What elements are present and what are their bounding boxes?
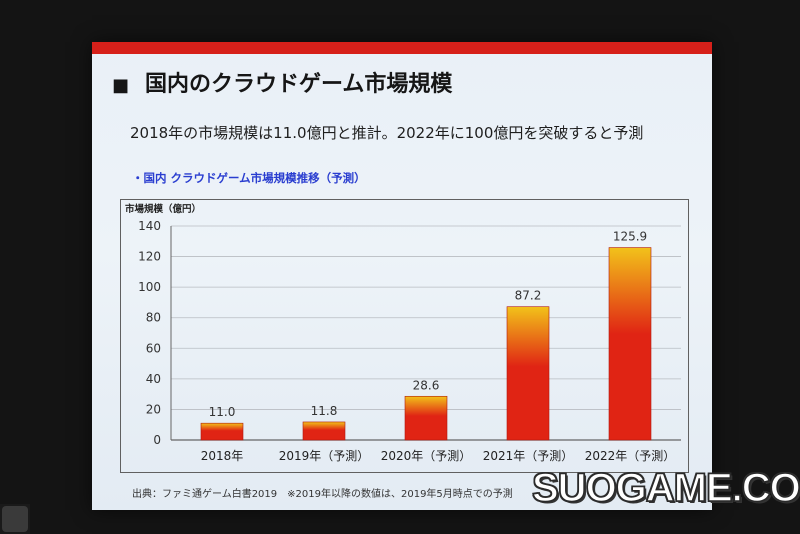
x-tick-label: 2018年 xyxy=(201,449,244,463)
x-tick-label: 2020年（予測） xyxy=(381,449,472,463)
x-tick-label: 2021年（予測） xyxy=(483,449,574,463)
y-tick-label: 40 xyxy=(146,372,161,386)
data-label: 11.0 xyxy=(209,405,236,419)
bar xyxy=(302,421,346,441)
footnote-note: ※2019年以降の数値は、2019年5月時点での予測 xyxy=(287,489,513,500)
bar xyxy=(506,306,550,441)
heading-bullet: ■ xyxy=(112,75,130,96)
y-tick-label: 20 xyxy=(146,402,161,416)
bar-chart: 市場規模（億円） 0 20 40 60 80 100 120 140 11.0 2018年 11.… xyxy=(125,203,681,463)
data-label: 11.8 xyxy=(311,404,338,418)
y-tick-label: 100 xyxy=(138,280,161,294)
famitsu-logo-icon xyxy=(2,506,28,532)
footnote-source: 出典：ファミ通ゲーム白書2019 xyxy=(132,489,278,500)
y-tick-label: 120 xyxy=(138,250,161,264)
y-tick-label: 0 xyxy=(153,433,161,447)
y-tick-label: 60 xyxy=(146,341,161,355)
bar xyxy=(608,247,652,441)
presentation-slide: ■ 国内のクラウドゲーム市場規模 2018年の市場規模は11.0億円と推計。202… xyxy=(92,42,712,510)
slide-lead-text: 2018年の市場規模は11.0億円と推計。2022年に100億円を突破すると予測 xyxy=(130,124,644,142)
chart-subheading: ・国内 クラウドゲーム市場規模推移（予測） xyxy=(132,171,366,185)
data-label: 28.6 xyxy=(413,378,440,392)
bar xyxy=(200,422,244,441)
chart-footnote: 出典：ファミ通ゲーム白書2019 ※2019年以降の数値は、2019年5月時点での… xyxy=(132,485,513,500)
data-label: 87.2 xyxy=(515,289,542,303)
bar xyxy=(404,395,448,441)
y-axis-label: 市場規模（億円） xyxy=(125,203,201,215)
heading-text: 国内のクラウドゲーム市場規模 xyxy=(145,72,453,97)
x-tick-label: 2019年（予測） xyxy=(279,449,370,463)
slide-accent-bar xyxy=(92,42,712,54)
x-tick-label: 2022年（予測） xyxy=(585,449,676,463)
chart-frame: 市場規模（億円） 0 20 40 60 80 100 120 140 11.0 2018年 11.… xyxy=(120,199,689,473)
data-label: 125.9 xyxy=(613,230,647,244)
slide-heading: ■ 国内のクラウドゲーム市場規模 xyxy=(112,66,452,98)
site-watermark: SUOGAME.COM xyxy=(531,465,800,511)
y-tick-label: 80 xyxy=(146,311,161,325)
famitsu-logo xyxy=(0,504,30,534)
y-tick-label: 140 xyxy=(138,219,161,233)
